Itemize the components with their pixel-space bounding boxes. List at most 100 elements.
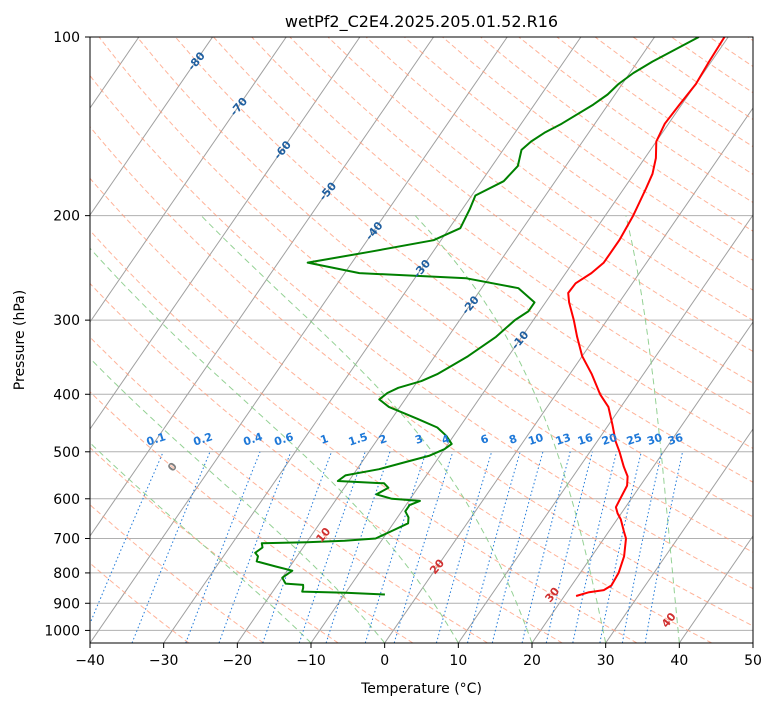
y-tick-label: 400 [53, 387, 80, 403]
mixing-ratio-line [218, 451, 292, 643]
dry-adiabat-line [90, 229, 638, 643]
dry-adiabat-line [251, 37, 753, 416]
mixing-ratio-line [298, 451, 366, 643]
isotherm-line [605, 428, 753, 643]
isotherm-line [90, 37, 508, 643]
y-tick-label: 200 [53, 209, 80, 225]
mixing-ratio-label: 0.6 [272, 430, 295, 448]
x-tick-label: 10 [449, 653, 467, 669]
dry-adiabat-line [90, 126, 753, 627]
dry-adiabat-line [403, 37, 753, 291]
dry-adiabat-label: -90 [144, 1, 167, 25]
dry-adiabat-line [90, 447, 339, 643]
mixing-ratio-label: 36 [666, 431, 685, 448]
isotherm-line [384, 107, 753, 643]
dry-adiabat-label: -50 [316, 179, 339, 203]
y-tick-label: 800 [53, 566, 80, 582]
x-axis: −40 −30 −20 −10 0 10 20 30 40 50 [75, 643, 762, 669]
dewpoint-profile-line [254, 37, 700, 596]
dry-adiabat-line [671, 37, 753, 94]
x-axis-title: Temperature (°C) [360, 681, 482, 697]
chart-title: wetPf2_C2E4.2025.205.01.52.R16 [285, 12, 558, 32]
isotherm-line [457, 214, 753, 643]
y-tick-label: 300 [53, 313, 80, 329]
y-axis: 100 200 300 400 500 600 700 800 900 1000 [44, 30, 90, 639]
dry-adiabat-line [327, 37, 753, 352]
grid-layer [0, 37, 753, 643]
y-tick-label: 700 [53, 532, 80, 548]
dry-adiabat-line [365, 37, 753, 321]
isotherm-line [752, 642, 753, 643]
mixing-ratio-label: 8 [507, 432, 518, 447]
moist-adiabat-line [90, 442, 312, 643]
dry-adiabat-line [594, 37, 753, 148]
mixing-ratio-label: 0.2 [192, 430, 215, 448]
isotherm-line [678, 535, 753, 643]
y-tick-label: 600 [53, 492, 80, 508]
mixing-ratio-line [131, 451, 211, 643]
y-axis-title: Pressure (hPa) [12, 290, 28, 390]
plot-frame [89, 36, 754, 644]
dry-adiabat-line [175, 37, 753, 483]
isotherm-line [90, 37, 361, 430]
x-tick-label: −10 [296, 653, 326, 669]
isotherm-line [0, 37, 65, 643]
dry-adiabat-label: -20 [459, 293, 482, 317]
dry-adiabat-line [289, 37, 753, 384]
mixing-ratio-label: 4 [440, 432, 452, 447]
dry-adiabat-line [632, 37, 753, 121]
series-layer [254, 37, 726, 597]
mixing-ratio-line [599, 451, 642, 643]
moist-adiabat-line [625, 215, 680, 643]
mixing-ratio-line [467, 451, 521, 643]
mixing-ratio-line [262, 451, 332, 643]
temperature-profile-line [567, 37, 726, 597]
x-tick-label: 0 [380, 653, 389, 669]
mixing-ratio-line [90, 451, 164, 625]
mixing-ratio-line [572, 451, 618, 643]
x-tick-label: 20 [523, 653, 541, 669]
mixing-ratio-label: 1.5 [347, 430, 370, 448]
isotherm-line [90, 37, 287, 323]
x-tick-label: −30 [149, 653, 179, 669]
mixing-ratio-line [491, 451, 544, 643]
dry-adiabat-line [98, 37, 753, 553]
mixing-ratio-label: 2 [377, 432, 388, 447]
mixing-ratio-line [521, 451, 571, 643]
mixing-ratio-label: 6 [479, 432, 491, 447]
isotherm-line [531, 321, 753, 643]
x-tick-label: −20 [223, 653, 253, 669]
isotherm-line [163, 37, 582, 643]
mixing-ratio-line [393, 451, 454, 643]
mixing-ratio-line [364, 451, 427, 643]
mixing-ratio-label: 25 [625, 431, 644, 448]
mixing-ratio-line [435, 451, 493, 643]
dry-adiabat-line [90, 177, 712, 643]
mixing-ratio-label: 1 [319, 432, 330, 447]
mixing-ratio-label: 0.4 [242, 430, 265, 448]
moist-adiabat-line [200, 215, 533, 643]
dry-adiabat-line [518, 37, 753, 204]
dry-adiabat-line [90, 336, 488, 643]
dry-adiabat-line [90, 391, 414, 643]
y-tick-label: 900 [53, 596, 80, 612]
dry-adiabat-label: -40 [363, 219, 386, 243]
x-tick-label: 30 [597, 653, 615, 669]
x-tick-label: 50 [744, 653, 762, 669]
dry-adiabat-line [136, 37, 753, 518]
mixing-ratio-line [325, 451, 391, 643]
dry-adiabat-label: 30 [542, 585, 562, 605]
dry-adiabat-label: -60 [271, 138, 294, 162]
dry-adiabat-label: 20 [427, 556, 447, 576]
mixing-ratio-label: 13 [554, 431, 573, 448]
x-tick-label: 40 [670, 653, 688, 669]
dry-adiabat-line [90, 562, 190, 643]
dry-adiabat-line [90, 282, 563, 643]
mixing-ratio-label: 20 [600, 431, 619, 448]
plot-area: 0.10.20.40.611.52346810131620253036-100-… [0, 1, 753, 643]
moist-adiabat-line [414, 215, 607, 643]
dry-adiabat-line [747, 37, 753, 42]
isopleth-layer [90, 37, 753, 643]
y-tick-label: 1000 [44, 623, 80, 639]
